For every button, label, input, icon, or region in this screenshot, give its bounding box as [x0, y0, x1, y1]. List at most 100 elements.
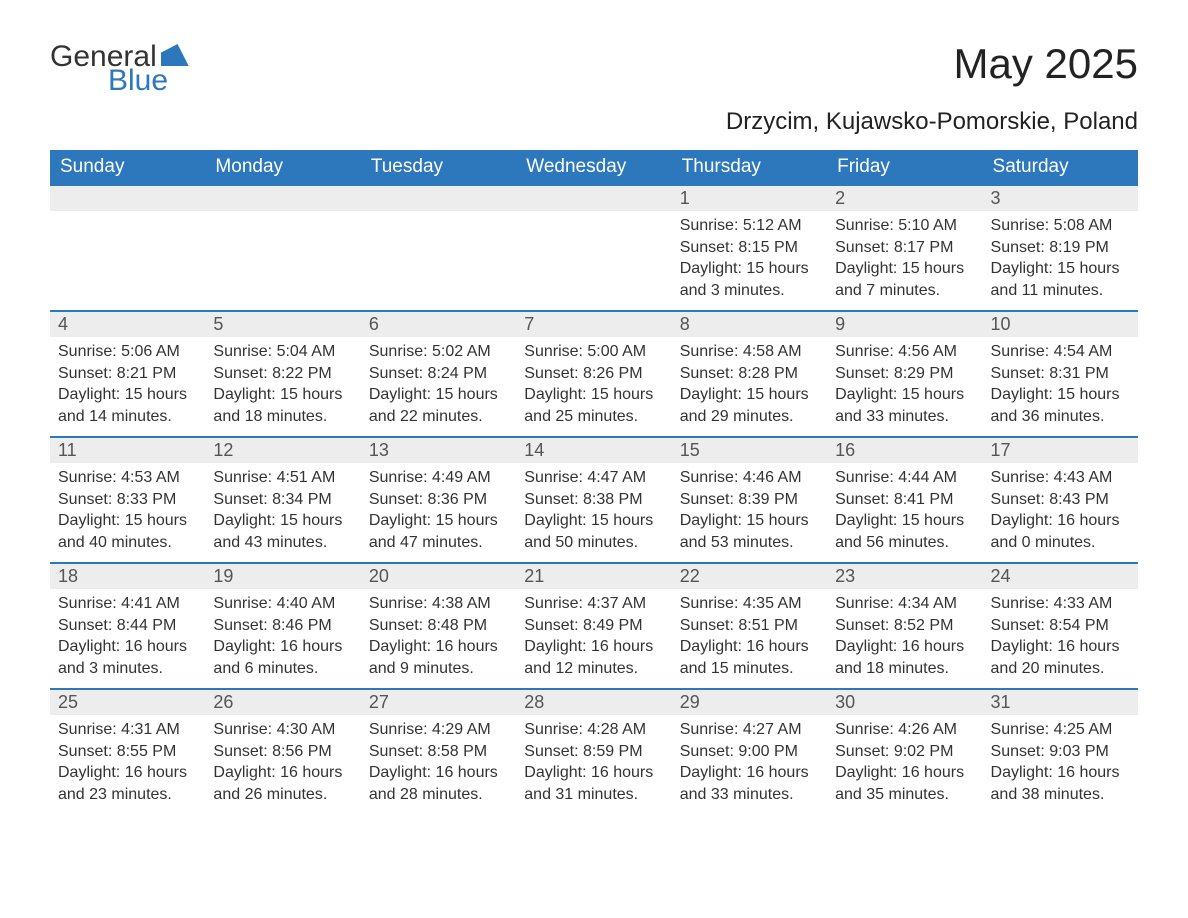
daylight-text: Daylight: 16 hours and 9 minutes. [369, 636, 508, 679]
calendar-day-cell: 9Sunrise: 4:56 AMSunset: 8:29 PMDaylight… [827, 311, 982, 437]
weekday-header: Friday [827, 150, 982, 185]
calendar-day-cell: 22Sunrise: 4:35 AMSunset: 8:51 PMDayligh… [672, 563, 827, 689]
calendar-table: Sunday Monday Tuesday Wednesday Thursday… [50, 150, 1138, 815]
day-number: 5 [205, 312, 360, 337]
sunrise-text: Sunrise: 4:58 AM [680, 341, 819, 363]
sunrise-text: Sunrise: 4:40 AM [213, 593, 352, 615]
sunset-text: Sunset: 9:02 PM [835, 741, 974, 763]
daylight-text: Daylight: 16 hours and 15 minutes. [680, 636, 819, 679]
day-number: 19 [205, 564, 360, 589]
sunset-text: Sunset: 8:33 PM [58, 489, 197, 511]
calendar-day-cell: 4Sunrise: 5:06 AMSunset: 8:21 PMDaylight… [50, 311, 205, 437]
sunset-text: Sunset: 8:31 PM [991, 363, 1130, 385]
day-number: 15 [672, 438, 827, 463]
sunrise-text: Sunrise: 4:56 AM [835, 341, 974, 363]
daylight-text: Daylight: 15 hours and 33 minutes. [835, 384, 974, 427]
day-number: 21 [516, 564, 671, 589]
sunset-text: Sunset: 9:03 PM [991, 741, 1130, 763]
sunrise-text: Sunrise: 5:00 AM [524, 341, 663, 363]
day-details: Sunrise: 4:35 AMSunset: 8:51 PMDaylight:… [672, 589, 827, 687]
day-details: Sunrise: 5:08 AMSunset: 8:19 PMDaylight:… [983, 211, 1138, 309]
day-details: Sunrise: 4:40 AMSunset: 8:46 PMDaylight:… [205, 589, 360, 687]
logo-mark-icon [161, 44, 189, 66]
day-details: Sunrise: 4:37 AMSunset: 8:49 PMDaylight:… [516, 589, 671, 687]
day-number: 3 [983, 186, 1138, 211]
sunrise-text: Sunrise: 5:12 AM [680, 215, 819, 237]
sunrise-text: Sunrise: 4:51 AM [213, 467, 352, 489]
weekday-header: Saturday [983, 150, 1138, 185]
daylight-text: Daylight: 15 hours and 11 minutes. [991, 258, 1130, 301]
sunrise-text: Sunrise: 4:29 AM [369, 719, 508, 741]
sunrise-text: Sunrise: 4:37 AM [524, 593, 663, 615]
sunrise-text: Sunrise: 4:46 AM [680, 467, 819, 489]
calendar-day-cell: 18Sunrise: 4:41 AMSunset: 8:44 PMDayligh… [50, 563, 205, 689]
day-number-empty [516, 186, 671, 211]
day-number: 2 [827, 186, 982, 211]
day-details: Sunrise: 4:41 AMSunset: 8:44 PMDaylight:… [50, 589, 205, 687]
weekday-header-row: Sunday Monday Tuesday Wednesday Thursday… [50, 150, 1138, 185]
calendar-week-row: 4Sunrise: 5:06 AMSunset: 8:21 PMDaylight… [50, 311, 1138, 437]
daylight-text: Daylight: 15 hours and 36 minutes. [991, 384, 1130, 427]
sunrise-text: Sunrise: 4:54 AM [991, 341, 1130, 363]
day-details: Sunrise: 4:49 AMSunset: 8:36 PMDaylight:… [361, 463, 516, 561]
sunset-text: Sunset: 8:44 PM [58, 615, 197, 637]
day-number: 16 [827, 438, 982, 463]
day-details: Sunrise: 4:29 AMSunset: 8:58 PMDaylight:… [361, 715, 516, 813]
daylight-text: Daylight: 16 hours and 6 minutes. [213, 636, 352, 679]
day-number: 31 [983, 690, 1138, 715]
sunset-text: Sunset: 8:26 PM [524, 363, 663, 385]
daylight-text: Daylight: 15 hours and 22 minutes. [369, 384, 508, 427]
day-details: Sunrise: 4:33 AMSunset: 8:54 PMDaylight:… [983, 589, 1138, 687]
day-details: Sunrise: 4:56 AMSunset: 8:29 PMDaylight:… [827, 337, 982, 435]
calendar-day-cell [50, 185, 205, 311]
day-number-empty [361, 186, 516, 211]
day-details: Sunrise: 4:31 AMSunset: 8:55 PMDaylight:… [50, 715, 205, 813]
calendar-day-cell: 27Sunrise: 4:29 AMSunset: 8:58 PMDayligh… [361, 689, 516, 815]
day-details: Sunrise: 5:10 AMSunset: 8:17 PMDaylight:… [827, 211, 982, 309]
sunset-text: Sunset: 8:24 PM [369, 363, 508, 385]
sunrise-text: Sunrise: 4:49 AM [369, 467, 508, 489]
daylight-text: Daylight: 15 hours and 3 minutes. [680, 258, 819, 301]
sunrise-text: Sunrise: 5:04 AM [213, 341, 352, 363]
day-details: Sunrise: 5:12 AMSunset: 8:15 PMDaylight:… [672, 211, 827, 309]
day-number: 1 [672, 186, 827, 211]
day-number: 6 [361, 312, 516, 337]
day-number: 27 [361, 690, 516, 715]
daylight-text: Daylight: 15 hours and 18 minutes. [213, 384, 352, 427]
daylight-text: Daylight: 16 hours and 0 minutes. [991, 510, 1130, 553]
sunset-text: Sunset: 8:54 PM [991, 615, 1130, 637]
day-number-empty [50, 186, 205, 211]
daylight-text: Daylight: 16 hours and 23 minutes. [58, 762, 197, 805]
sunset-text: Sunset: 8:28 PM [680, 363, 819, 385]
sunrise-text: Sunrise: 4:34 AM [835, 593, 974, 615]
weekday-header: Thursday [672, 150, 827, 185]
daylight-text: Daylight: 16 hours and 38 minutes. [991, 762, 1130, 805]
sunrise-text: Sunrise: 4:53 AM [58, 467, 197, 489]
weekday-header: Sunday [50, 150, 205, 185]
day-number: 12 [205, 438, 360, 463]
calendar-day-cell [516, 185, 671, 311]
day-details: Sunrise: 4:25 AMSunset: 9:03 PMDaylight:… [983, 715, 1138, 813]
day-number: 26 [205, 690, 360, 715]
calendar-day-cell: 28Sunrise: 4:28 AMSunset: 8:59 PMDayligh… [516, 689, 671, 815]
daylight-text: Daylight: 15 hours and 47 minutes. [369, 510, 508, 553]
day-details: Sunrise: 4:53 AMSunset: 8:33 PMDaylight:… [50, 463, 205, 561]
day-number: 9 [827, 312, 982, 337]
day-details: Sunrise: 4:46 AMSunset: 8:39 PMDaylight:… [672, 463, 827, 561]
sunrise-text: Sunrise: 4:27 AM [680, 719, 819, 741]
daylight-text: Daylight: 16 hours and 35 minutes. [835, 762, 974, 805]
day-number: 7 [516, 312, 671, 337]
sunset-text: Sunset: 8:17 PM [835, 237, 974, 259]
sunrise-text: Sunrise: 5:02 AM [369, 341, 508, 363]
sunrise-text: Sunrise: 4:31 AM [58, 719, 197, 741]
day-number: 14 [516, 438, 671, 463]
calendar-day-cell: 23Sunrise: 4:34 AMSunset: 8:52 PMDayligh… [827, 563, 982, 689]
daylight-text: Daylight: 16 hours and 31 minutes. [524, 762, 663, 805]
sunrise-text: Sunrise: 4:44 AM [835, 467, 974, 489]
sunset-text: Sunset: 8:39 PM [680, 489, 819, 511]
day-details: Sunrise: 4:51 AMSunset: 8:34 PMDaylight:… [205, 463, 360, 561]
daylight-text: Daylight: 16 hours and 3 minutes. [58, 636, 197, 679]
calendar-day-cell [205, 185, 360, 311]
sunset-text: Sunset: 8:48 PM [369, 615, 508, 637]
day-number: 28 [516, 690, 671, 715]
